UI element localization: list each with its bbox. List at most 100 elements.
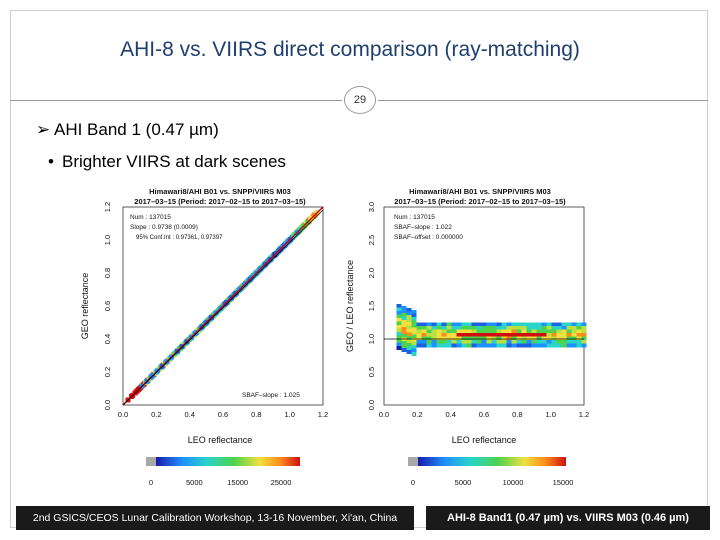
density-cell bbox=[571, 326, 577, 330]
left-one-to-one-line bbox=[122, 209, 324, 406]
density-cell bbox=[571, 333, 577, 337]
density-cell bbox=[491, 343, 497, 348]
density-cell bbox=[471, 322, 477, 327]
density-cell bbox=[461, 322, 467, 327]
density-cell bbox=[551, 336, 557, 341]
density-cell bbox=[491, 326, 497, 330]
density-cell bbox=[451, 322, 457, 327]
bullet-level1-text: AHI Band 1 (0.47 µm) bbox=[54, 120, 219, 139]
density-cell bbox=[561, 336, 567, 341]
density-cell bbox=[396, 325, 402, 329]
density-cell bbox=[396, 304, 402, 308]
density-cell bbox=[421, 322, 427, 327]
density-cell bbox=[416, 340, 422, 344]
colorbar-tick-label: 0 bbox=[149, 478, 153, 487]
scatter-plots-figure: Himawari8/AHI B01 vs. SNPP/VIIRS M03 201… bbox=[80, 187, 589, 487]
density-cell bbox=[571, 322, 577, 327]
density-cell bbox=[536, 322, 542, 327]
density-cell bbox=[446, 322, 452, 327]
density-cell bbox=[581, 343, 587, 348]
density-cell bbox=[511, 326, 517, 330]
density-cell bbox=[461, 326, 467, 330]
density-cell bbox=[396, 332, 402, 336]
density-cell bbox=[491, 333, 497, 337]
density-cell bbox=[506, 343, 512, 348]
density-cell bbox=[521, 329, 527, 334]
x-tick-label: 1.2 bbox=[318, 410, 328, 419]
density-cell bbox=[461, 340, 467, 344]
left-stat-num: Num : 137015 bbox=[130, 214, 171, 221]
density-cell bbox=[436, 322, 442, 327]
density-cell bbox=[556, 329, 562, 334]
density-cell bbox=[421, 340, 427, 344]
colorbar-tick-label: 15000 bbox=[553, 478, 574, 487]
density-cell bbox=[471, 340, 477, 344]
density-cell bbox=[496, 336, 502, 341]
density-cell bbox=[561, 322, 567, 327]
y-tick-label: 0.4 bbox=[103, 334, 112, 344]
density-cell bbox=[531, 333, 537, 337]
density-cell bbox=[576, 333, 582, 337]
density-cell bbox=[556, 333, 562, 337]
y-tick-label: 1.0 bbox=[103, 235, 112, 245]
density-cell bbox=[456, 343, 462, 348]
density-cell bbox=[491, 336, 497, 341]
density-cell bbox=[526, 326, 532, 330]
density-cell bbox=[401, 341, 407, 345]
density-cell bbox=[456, 336, 462, 341]
density-cell bbox=[536, 329, 542, 334]
density-cell bbox=[491, 329, 497, 334]
density-cell bbox=[546, 336, 552, 341]
slide-title: AHI-8 vs. VIIRS direct comparison (ray-m… bbox=[120, 38, 580, 61]
density-cell bbox=[556, 322, 562, 327]
density-cell bbox=[576, 343, 582, 348]
density-cell bbox=[551, 343, 557, 348]
density-cell bbox=[401, 334, 407, 338]
density-cell bbox=[561, 333, 567, 337]
density-cell bbox=[436, 326, 442, 330]
density-cell bbox=[466, 329, 472, 334]
density-cell bbox=[526, 329, 532, 334]
y-tick-label: 0.0 bbox=[103, 400, 112, 410]
density-cell bbox=[561, 340, 567, 344]
left-plot-title-line2: 2017–03–15 (Period: 2017–02–15 to 2017–0… bbox=[134, 197, 306, 206]
left-plot-title-line1: Himawari8/AHI B01 vs. SNPP/VIIRS M03 bbox=[149, 187, 291, 196]
density-cell bbox=[551, 326, 557, 330]
density-cell bbox=[526, 343, 532, 348]
density-cell bbox=[476, 340, 482, 344]
density-cell bbox=[541, 326, 547, 330]
density-cell bbox=[446, 336, 452, 341]
density-cell bbox=[411, 313, 417, 318]
density-cell bbox=[426, 340, 432, 344]
density-cell bbox=[441, 326, 447, 330]
density-cell bbox=[451, 329, 457, 334]
density-cell bbox=[526, 333, 532, 337]
density-cell bbox=[451, 336, 457, 341]
density-cell bbox=[396, 314, 402, 319]
x-tick-label: 0.8 bbox=[512, 410, 522, 419]
density-cell bbox=[421, 333, 427, 337]
density-cell bbox=[406, 343, 412, 347]
density-cell bbox=[496, 322, 502, 327]
density-cell bbox=[486, 343, 492, 348]
density-cell bbox=[471, 329, 477, 334]
density-cell bbox=[531, 322, 537, 327]
density-cell bbox=[451, 333, 457, 337]
density-cell bbox=[561, 329, 567, 334]
colorbar-tick-label: 10000 bbox=[503, 478, 524, 487]
density-cell bbox=[406, 308, 412, 312]
bullet-level2-text: Brighter VIIRS at dark scenes bbox=[62, 152, 286, 171]
density-cell bbox=[541, 329, 547, 334]
density-cell bbox=[511, 333, 517, 337]
colorbar-tick-label: 0 bbox=[411, 478, 415, 487]
density-cell bbox=[546, 343, 552, 348]
density-cell bbox=[516, 333, 522, 337]
density-cell bbox=[421, 326, 427, 330]
density-cell bbox=[506, 329, 512, 334]
right-stat-slope: SBAF–slope : 1.022 bbox=[394, 224, 452, 231]
density-cell bbox=[501, 333, 507, 337]
density-cell bbox=[456, 322, 462, 327]
density-cell bbox=[486, 329, 492, 334]
density-cell bbox=[431, 322, 437, 327]
density-cell bbox=[461, 333, 467, 337]
